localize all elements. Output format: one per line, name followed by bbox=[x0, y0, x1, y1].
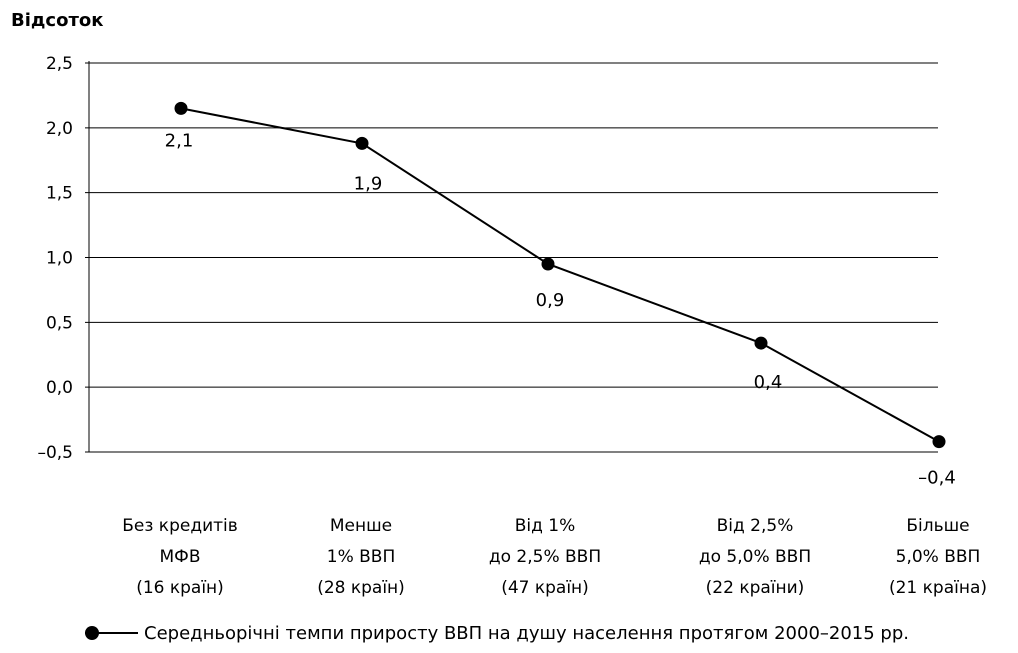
y-axis-title: Відсоток bbox=[11, 10, 104, 31]
line-chart: 2,5 2,0 1,5 1,0 0,5 0,0 –0,5 2,1 1,9 0,9 0,4 –0,4 Бе… bbox=[37, 54, 987, 598]
data-point bbox=[932, 435, 946, 449]
x-category-label: Від 2,5% до 5,0% ВВП (22 країни) bbox=[699, 516, 811, 598]
x-category-label: Від 1% до 2,5% ВВП (47 країн) bbox=[489, 516, 601, 598]
y-tick-label: 0,5 bbox=[46, 313, 73, 333]
x-category-label-line: Від 1% bbox=[515, 516, 576, 536]
legend: Середньорічні темпи приросту ВВП на душу… bbox=[85, 618, 909, 648]
x-category-label-line: 5,0% ВВП bbox=[896, 547, 981, 567]
data-point bbox=[174, 101, 188, 115]
x-category-label-line: (28 країн) bbox=[317, 578, 405, 598]
x-category-label-line: 1% ВВП bbox=[327, 547, 395, 567]
data-label: 2,1 bbox=[165, 130, 194, 151]
data-label: 0,9 bbox=[536, 290, 565, 311]
x-category-label-line: до 5,0% ВВП bbox=[699, 547, 811, 567]
x-category-label-line: до 2,5% ВВП bbox=[489, 547, 601, 567]
y-tick-label: 2,5 bbox=[46, 54, 73, 74]
x-category-label: Більше 5,0% ВВП (21 країна) bbox=[889, 516, 987, 598]
x-category-label-line: Більше bbox=[906, 516, 969, 536]
y-tick-label: 0,0 bbox=[46, 378, 73, 398]
x-category-label-line: (47 країн) bbox=[501, 578, 589, 598]
x-category-label: Без кредитів МФВ (16 країн) bbox=[122, 516, 238, 598]
x-category-label-line: Без кредитів bbox=[122, 516, 238, 536]
data-label: 1,9 bbox=[354, 173, 383, 194]
x-category-label-line: Від 2,5% bbox=[717, 516, 794, 536]
x-category-label-line: (21 країна) bbox=[889, 578, 987, 598]
y-tick-label: –0,5 bbox=[37, 443, 73, 463]
legend-label: Середньорічні темпи приросту ВВП на душу… bbox=[144, 622, 909, 644]
x-category-label: Менше 1% ВВП (28 країн) bbox=[317, 516, 405, 598]
x-category-label-line: (16 країн) bbox=[136, 578, 224, 598]
series-line bbox=[180, 107, 940, 443]
legend-line-marker-icon bbox=[85, 626, 138, 640]
data-point bbox=[754, 336, 768, 350]
data-point bbox=[541, 257, 555, 271]
y-tick-label: 1,0 bbox=[46, 249, 73, 269]
y-tick-label: 2,0 bbox=[46, 119, 73, 139]
data-point bbox=[355, 136, 369, 150]
y-tick-label: 1,5 bbox=[46, 184, 73, 204]
data-label: 0,4 bbox=[754, 372, 783, 393]
x-category-label-line: МФВ bbox=[160, 547, 201, 567]
data-label: –0,4 bbox=[918, 468, 956, 489]
x-category-label-line: Менше bbox=[330, 516, 392, 536]
x-category-label-line: (22 країни) bbox=[706, 578, 805, 598]
